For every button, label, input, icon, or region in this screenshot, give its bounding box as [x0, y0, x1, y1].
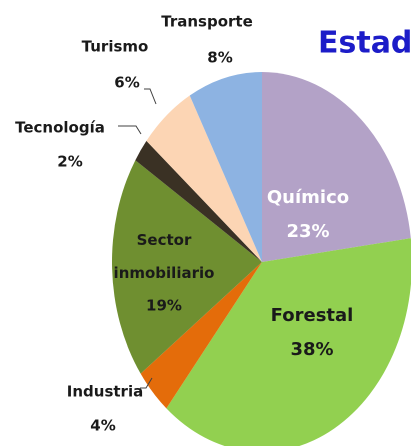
pie-slice — [140, 262, 262, 409]
value-label: 2% — [57, 153, 82, 171]
pie-slice — [146, 95, 262, 262]
category-label: Químico — [267, 187, 349, 208]
value-label: 38% — [290, 339, 333, 360]
category-label: Transporte — [161, 13, 253, 31]
pie-slice — [262, 72, 411, 262]
pie-slice — [166, 238, 411, 446]
value-label: 8% — [207, 49, 232, 67]
value-label: 23% — [286, 221, 329, 242]
leader-line — [144, 88, 157, 105]
chart-title: Estado — [318, 26, 411, 61]
category-label: Industria — [67, 383, 143, 401]
pie-slice — [189, 72, 262, 262]
pie-slice — [112, 160, 263, 374]
category-label: Tecnología — [15, 119, 105, 137]
leader-line — [140, 377, 153, 389]
value-label: 6% — [114, 74, 139, 92]
category-label: Turismo — [82, 38, 149, 56]
pie-slice — [135, 140, 262, 262]
value-label: 19% — [146, 297, 182, 315]
value-label: 4% — [90, 417, 115, 435]
category-label: Forestal — [271, 305, 354, 326]
category-label: Sector inmobiliario — [114, 231, 215, 282]
leader-line — [118, 125, 142, 135]
